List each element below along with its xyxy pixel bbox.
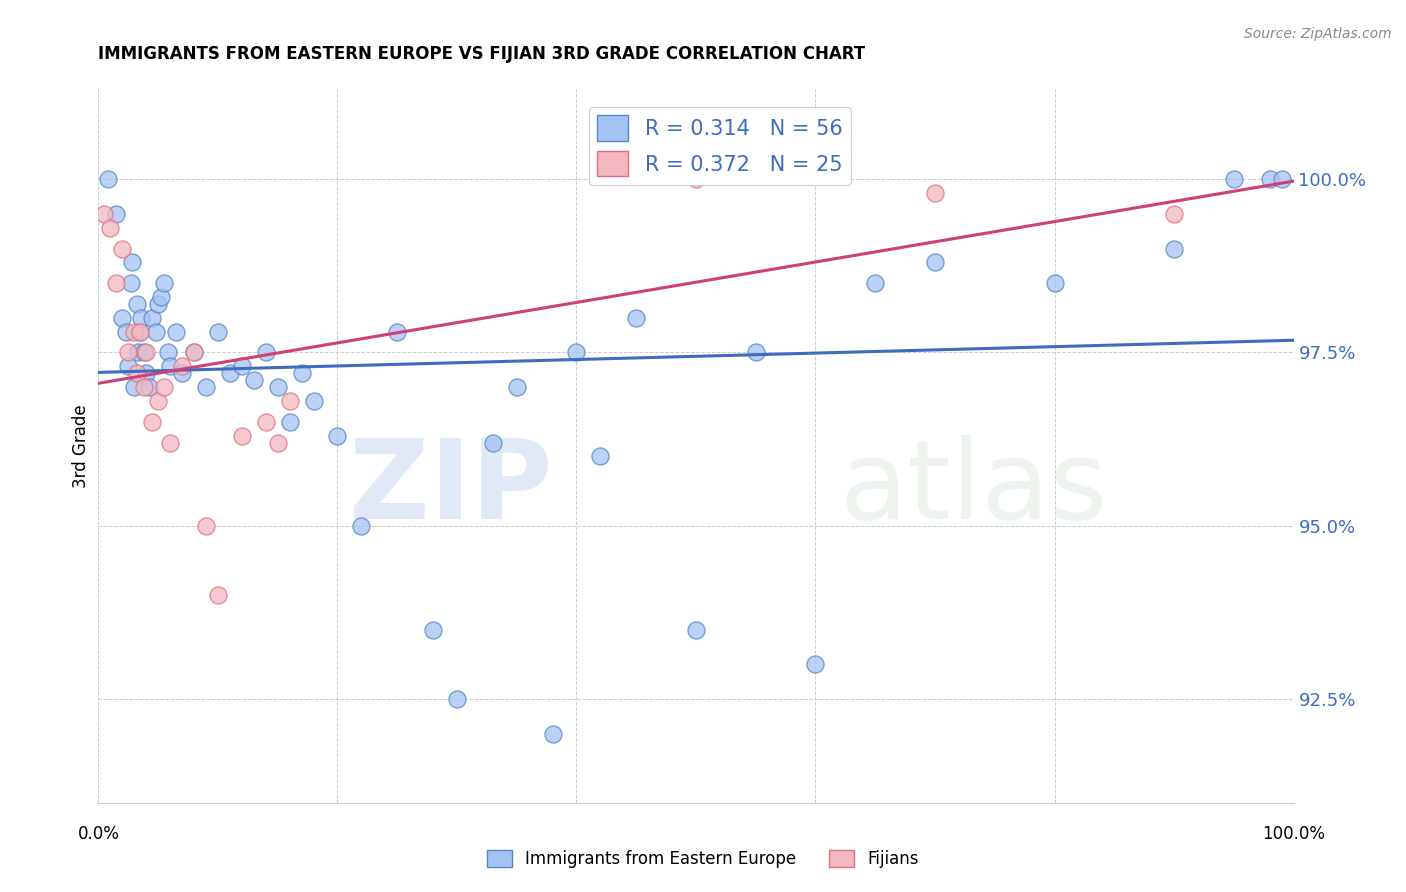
Point bbox=[138, 380, 160, 394]
Point bbox=[125, 366, 148, 380]
Point bbox=[117, 345, 139, 359]
Point bbox=[624, 310, 647, 325]
Point bbox=[1043, 276, 1066, 290]
Point bbox=[1258, 172, 1281, 186]
Point bbox=[141, 310, 163, 325]
Text: 0.0%: 0.0% bbox=[77, 825, 120, 843]
Point bbox=[148, 297, 170, 311]
Point bbox=[242, 373, 264, 387]
Point bbox=[446, 691, 468, 706]
Point bbox=[165, 325, 187, 339]
Point bbox=[93, 207, 115, 221]
Point bbox=[481, 435, 505, 450]
Point bbox=[207, 325, 229, 339]
Point bbox=[121, 255, 143, 269]
Point bbox=[231, 428, 253, 442]
Point bbox=[290, 366, 312, 380]
Point bbox=[422, 623, 444, 637]
Point bbox=[132, 345, 155, 359]
Point bbox=[115, 325, 138, 339]
Point bbox=[98, 220, 122, 235]
Point bbox=[589, 450, 612, 464]
Point bbox=[924, 186, 946, 201]
Point bbox=[385, 325, 409, 339]
Point bbox=[135, 345, 157, 359]
Point bbox=[565, 345, 588, 359]
Text: atlas: atlas bbox=[839, 435, 1108, 542]
Point bbox=[129, 325, 152, 339]
Point bbox=[153, 380, 176, 394]
Point bbox=[131, 310, 153, 325]
Point bbox=[105, 276, 128, 290]
Point bbox=[350, 518, 373, 533]
Y-axis label: 3rd Grade: 3rd Grade bbox=[72, 404, 90, 488]
Point bbox=[1163, 242, 1185, 256]
Point bbox=[124, 325, 146, 339]
Point bbox=[172, 366, 194, 380]
Point bbox=[194, 518, 217, 533]
Point bbox=[1222, 172, 1246, 186]
Text: ZIP: ZIP bbox=[349, 435, 553, 542]
Point bbox=[685, 623, 707, 637]
Point bbox=[172, 359, 194, 374]
Point bbox=[326, 428, 349, 442]
Point bbox=[1271, 172, 1294, 186]
Text: IMMIGRANTS FROM EASTERN EUROPE VS FIJIAN 3RD GRADE CORRELATION CHART: IMMIGRANTS FROM EASTERN EUROPE VS FIJIAN… bbox=[98, 45, 866, 62]
Text: Source: ZipAtlas.com: Source: ZipAtlas.com bbox=[1244, 27, 1392, 41]
Point bbox=[132, 380, 155, 394]
Point bbox=[278, 394, 301, 409]
Point bbox=[159, 435, 181, 450]
Point bbox=[231, 359, 253, 374]
Point bbox=[159, 359, 181, 374]
Point bbox=[129, 325, 152, 339]
Point bbox=[183, 345, 205, 359]
Point bbox=[685, 172, 707, 186]
Point bbox=[111, 242, 134, 256]
Text: 100.0%: 100.0% bbox=[1263, 825, 1324, 843]
Point bbox=[278, 415, 301, 429]
Point bbox=[156, 345, 179, 359]
Point bbox=[145, 325, 167, 339]
Point bbox=[125, 297, 148, 311]
Point bbox=[117, 359, 139, 374]
Point bbox=[105, 207, 128, 221]
Point bbox=[254, 345, 277, 359]
Point bbox=[219, 366, 242, 380]
Point bbox=[1163, 207, 1185, 221]
Point bbox=[127, 345, 149, 359]
Point bbox=[863, 276, 886, 290]
Point bbox=[149, 290, 172, 304]
Point bbox=[254, 415, 277, 429]
Point bbox=[267, 380, 290, 394]
Point bbox=[541, 726, 564, 740]
Legend: R = 0.314   N = 56, R = 0.372   N = 25: R = 0.314 N = 56, R = 0.372 N = 25 bbox=[589, 107, 851, 185]
Point bbox=[745, 345, 768, 359]
Point bbox=[124, 380, 146, 394]
Point bbox=[506, 380, 529, 394]
Point bbox=[267, 435, 290, 450]
Point bbox=[183, 345, 205, 359]
Point bbox=[111, 310, 134, 325]
Point bbox=[135, 366, 157, 380]
Point bbox=[302, 394, 325, 409]
Legend: Immigrants from Eastern Europe, Fijians: Immigrants from Eastern Europe, Fijians bbox=[479, 843, 927, 875]
Point bbox=[148, 394, 170, 409]
Point bbox=[141, 415, 163, 429]
Point bbox=[153, 276, 176, 290]
Point bbox=[924, 255, 946, 269]
Point bbox=[194, 380, 217, 394]
Point bbox=[804, 657, 827, 672]
Point bbox=[120, 276, 142, 290]
Point bbox=[207, 588, 229, 602]
Point bbox=[97, 172, 120, 186]
